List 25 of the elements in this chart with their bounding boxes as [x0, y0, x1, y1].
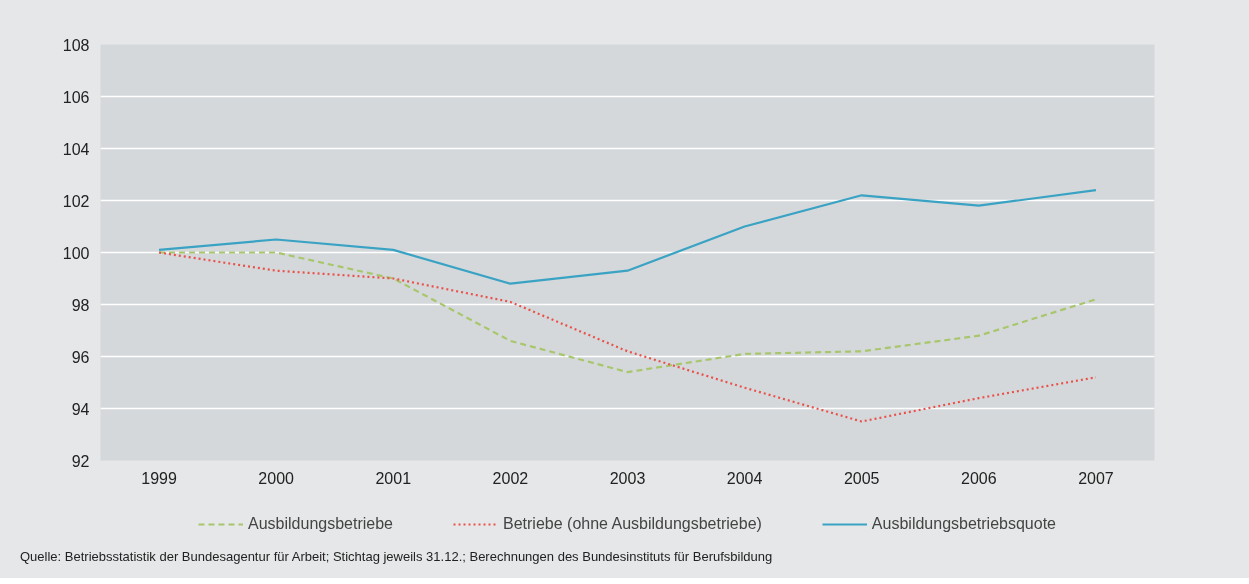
y-tick-label: 96 [71, 348, 90, 366]
y-tick-label: 104 [62, 140, 90, 158]
y-tick-label: 102 [62, 192, 90, 210]
line-series [157, 251, 1098, 423]
legend-label: Ausbildungsbetriebe [248, 515, 394, 533]
y-tick-label: 100 [62, 244, 90, 262]
y-tick-label: 106 [62, 88, 90, 106]
x-tick-label: 2003 [609, 469, 646, 487]
y-tick-label: 94 [71, 400, 90, 418]
source-note: Quelle: Betriebsstatistik der Bundesagentur für Arbeit; Stichtag jeweils 31.12.; Berechnungen des Bundesinstituts für Berufsbildung [20, 548, 773, 566]
legend-label: Ausbildungsbetriebsquote [871, 515, 1056, 533]
x-tick-label: 2004 [726, 469, 763, 487]
x-tick-label: 2006 [961, 469, 997, 487]
line-series [157, 189, 1098, 285]
y-tick-label: 98 [71, 296, 90, 314]
x-tick-label: 2000 [258, 469, 295, 487]
line-series [157, 251, 1098, 374]
legend-label: Betriebe (ohne Ausbildungsbetriebe) [503, 515, 762, 533]
x-tick-label: 2002 [492, 469, 529, 487]
y-tick-label: 92 [71, 452, 90, 470]
x-tick-label: 1999 [141, 469, 177, 487]
x-tick-label: 2001 [375, 469, 412, 487]
x-tick-label: 2007 [1078, 469, 1114, 487]
y-tick-label: 108 [62, 36, 90, 54]
x-tick-label: 2005 [843, 469, 880, 487]
